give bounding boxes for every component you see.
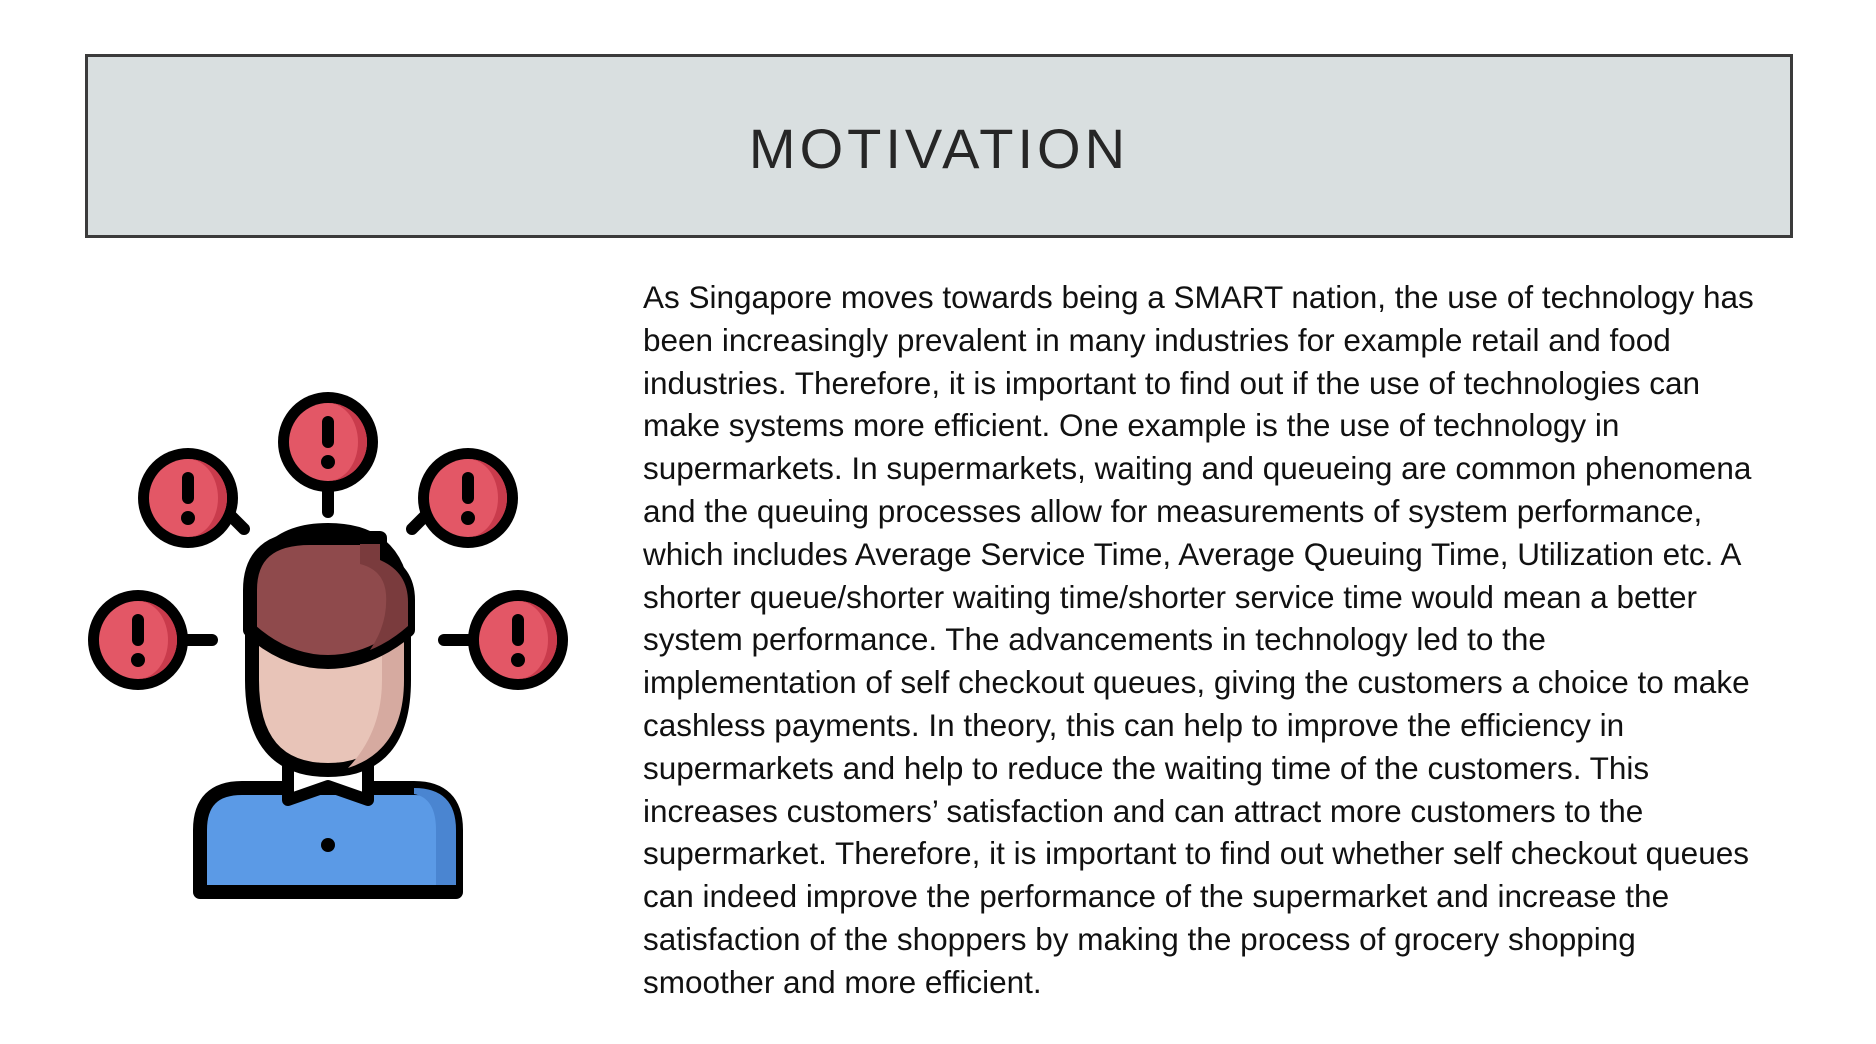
person-hair <box>243 531 415 669</box>
alert-bubble-top <box>278 392 378 492</box>
person-shirt <box>193 781 463 899</box>
motivation-paragraph: As Singapore moves towards being a SMART… <box>643 279 1754 1000</box>
alert-bubble-upper-right <box>418 448 518 548</box>
alert-bubble-right <box>468 590 568 690</box>
worried-person-with-alerts-icon <box>70 380 580 910</box>
title-banner: MOTIVATION <box>85 54 1793 238</box>
alert-bubble-upper-left <box>138 448 238 548</box>
alert-bubble-left <box>88 590 188 690</box>
slide-title: MOTIVATION <box>748 116 1130 180</box>
